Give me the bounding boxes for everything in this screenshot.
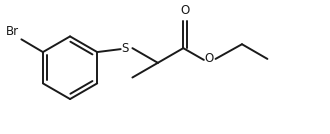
Text: S: S <box>121 42 128 55</box>
Text: Br: Br <box>6 25 19 38</box>
Text: O: O <box>204 52 213 65</box>
Text: O: O <box>181 4 190 17</box>
